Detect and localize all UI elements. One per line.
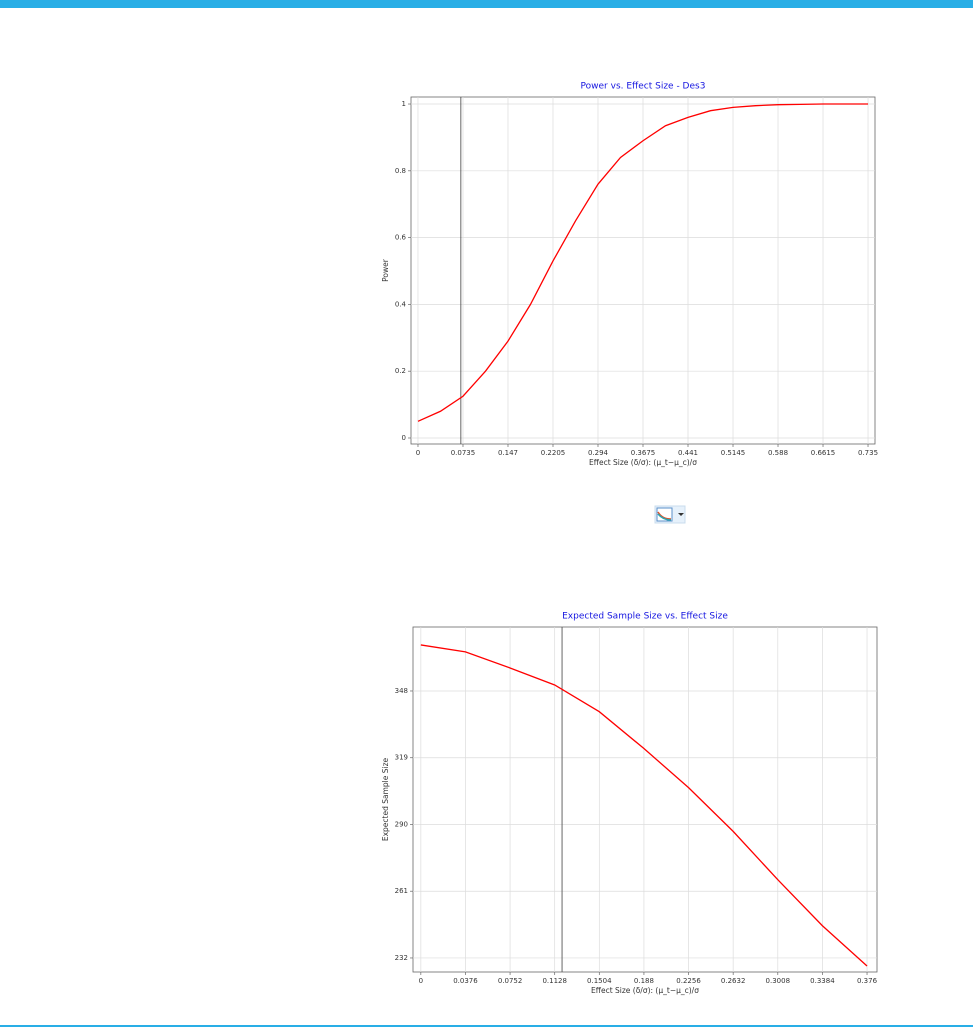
x-tick-label: 0.376 — [857, 977, 878, 985]
y-tick-label: 0.8 — [395, 167, 406, 175]
y-axis-label: Power — [381, 258, 390, 282]
icon-curve — [657, 511, 672, 520]
x-tick-label: 0.2256 — [676, 977, 701, 985]
x-tick-label: 0.147 — [498, 449, 518, 457]
chart-type-button[interactable] — [654, 505, 686, 524]
x-tick-label: 0.3384 — [810, 977, 835, 985]
y-tick-label: 0.4 — [395, 300, 407, 308]
icon-curve — [657, 513, 672, 521]
x-tick-label: 0.441 — [678, 449, 698, 457]
chart: 0 0.0735 0.147 0.2205 0.294 0.3675 0.441 0.5145… — [381, 82, 878, 468]
y-tick-label: 319 — [395, 754, 408, 762]
x-tick-label: 0.2632 — [721, 977, 746, 985]
y-axis-label: Expected Sample Size — [381, 757, 390, 841]
y-tick-label: 290 — [395, 820, 408, 828]
x-tick-label: 0.0376 — [453, 977, 478, 985]
x-tick-label: 0.1504 — [587, 977, 612, 985]
x-tick-label: 0 — [419, 977, 423, 985]
x-tick-label: 0.1128 — [542, 977, 567, 985]
x-tick-label: 0 — [416, 449, 420, 457]
y-tick-label: 0.6 — [395, 234, 407, 242]
data-line — [417, 103, 869, 422]
x-tick-label: 0.188 — [634, 977, 654, 985]
dropdown-arrow — [678, 513, 684, 516]
chart-title: Expected Sample Size vs. Effect Size — [562, 612, 728, 622]
x-tick-label: 0.735 — [858, 449, 878, 457]
x-tick-label: 0.2205 — [541, 449, 566, 457]
x-tick-label: 0.0752 — [498, 977, 523, 985]
bottom-bar — [0, 1025, 973, 1027]
x-tick-label: 0.588 — [768, 449, 788, 457]
plot-area — [412, 626, 878, 973]
y-tick-label: 0 — [402, 434, 406, 442]
y-tick-label: 348 — [395, 687, 408, 695]
x-axis-label: Effect Size (δ/σ): (μ_t−μ_c)/σ — [589, 458, 697, 467]
y-tick-label: 0.2 — [395, 367, 406, 375]
x-tick-label: 0.294 — [588, 449, 609, 457]
chart-title: Power vs. Effect Size - Des3 — [581, 82, 706, 92]
button-icon — [656, 507, 673, 522]
data-line — [420, 644, 868, 967]
chart: 0 0.0376 0.0752 0.1128 0.1504 0.188 0.2256 0.26… — [381, 612, 878, 996]
x-tick-label: 0.0735 — [451, 449, 476, 457]
x-tick-label: 0.5145 — [721, 449, 746, 457]
y-tick-label: 261 — [395, 887, 408, 895]
y-tick-label: 232 — [395, 954, 408, 962]
x-tick-label: 0.6615 — [811, 449, 836, 457]
y-tick-label: 1 — [402, 100, 406, 108]
x-tick-label: 0.3675 — [631, 449, 656, 457]
x-tick-label: 0.3008 — [766, 977, 791, 985]
top-bar — [0, 0, 973, 8]
x-axis-label: Effect Size (δ/σ): (μ_t−μ_c)/σ — [591, 986, 699, 995]
